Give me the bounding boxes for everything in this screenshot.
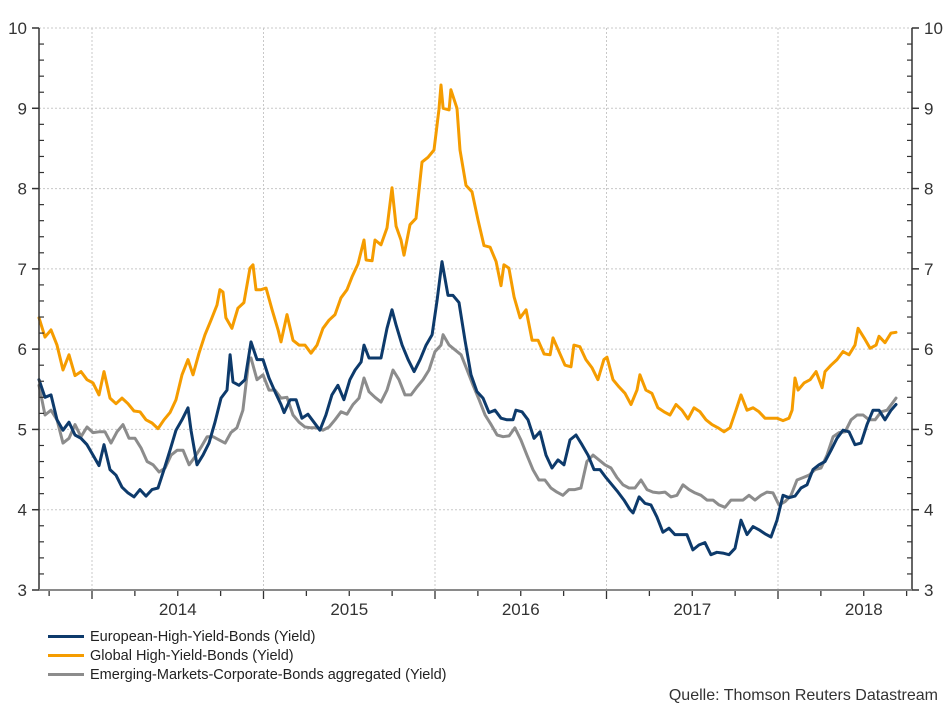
y-tick-label-right: 6	[924, 340, 933, 359]
y-tick-label-left: 9	[18, 99, 27, 118]
y-tick-label-right: 9	[924, 99, 933, 118]
y-tick-label-right: 3	[924, 581, 933, 600]
x-tick-label: 2015	[330, 600, 368, 619]
x-tick-label: 2014	[159, 600, 197, 619]
y-tick-label-left: 8	[18, 180, 27, 199]
series-line-european-hy	[37, 260, 898, 557]
y-tick-label-right: 5	[924, 420, 933, 439]
legend-swatch-global	[48, 654, 84, 657]
legend-swatch-european	[48, 635, 84, 638]
x-tick-label: 2018	[845, 600, 883, 619]
y-tick-label-left: 7	[18, 260, 27, 279]
legend-item-emerging: Emerging-Markets-Corporate-Bonds aggrega…	[48, 665, 447, 684]
legend-label-european: European-High-Yield-Bonds (Yield)	[90, 628, 316, 645]
y-tick-label-right: 4	[924, 501, 933, 520]
axes: 3 3 4 4 5 5 6 6 7 7 8 8 9 9 10 10 2014 2015 2016 2017 2018	[8, 19, 943, 619]
y-tick-label-left: 6	[18, 340, 27, 359]
legend-swatch-emerging	[48, 673, 84, 676]
y-tick-label-left: 4	[18, 501, 27, 520]
series-line-emerging-markets	[37, 333, 898, 509]
legend-label-global: Global High-Yield-Bonds (Yield)	[90, 647, 294, 664]
legend-item-global: Global High-Yield-Bonds (Yield)	[48, 646, 447, 665]
x-tick-label: 2016	[502, 600, 540, 619]
y-tick-label-right: 10	[924, 19, 943, 38]
legend-item-european: European-High-Yield-Bonds (Yield)	[48, 627, 447, 646]
x-tick-label: 2017	[673, 600, 711, 619]
y-tick-label-left: 3	[18, 581, 27, 600]
y-tick-label-left: 5	[18, 420, 27, 439]
legend: European-High-Yield-Bonds (Yield) Global…	[48, 627, 447, 684]
y-tick-label-right: 8	[924, 180, 933, 199]
y-tick-label-left: 10	[8, 19, 27, 38]
gridlines	[39, 27, 912, 590]
series-group	[37, 83, 898, 557]
series-line-global-hy	[37, 83, 898, 434]
y-tick-label-right: 7	[924, 260, 933, 279]
legend-label-emerging: Emerging-Markets-Corporate-Bonds aggrega…	[90, 666, 447, 683]
source-note: Quelle: Thomson Reuters Datastream	[668, 687, 938, 704]
